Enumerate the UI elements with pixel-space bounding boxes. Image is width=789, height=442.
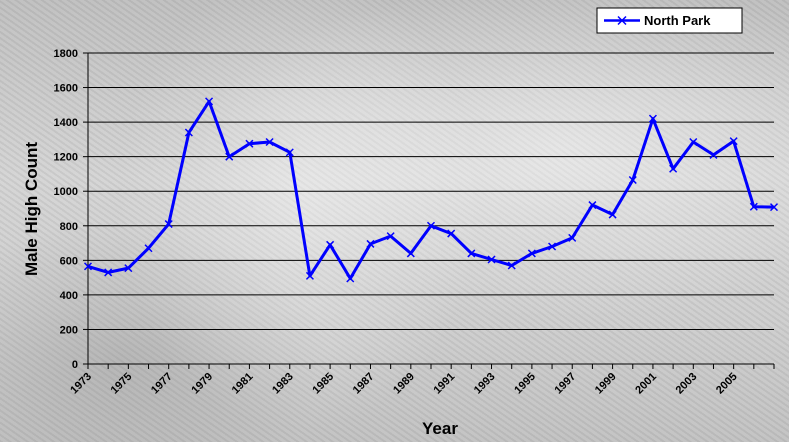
data-point-1996 — [548, 242, 557, 251]
data-point-1981 — [245, 139, 254, 148]
x-tick-label-1975: 1975 — [109, 371, 135, 397]
data-point-1987 — [366, 239, 375, 248]
y-tick-label-800: 800 — [60, 221, 78, 233]
data-point-1984 — [305, 271, 314, 280]
data-point-1977 — [164, 220, 173, 229]
y-tick-label-1000: 1000 — [54, 186, 78, 198]
y-tick-label-1800: 1800 — [54, 48, 78, 60]
data-point-2001 — [648, 114, 657, 123]
legend-label: North Park — [644, 13, 711, 28]
x-tick-label-1993: 1993 — [472, 371, 498, 397]
y-tick-label-200: 200 — [60, 324, 78, 336]
data-point-1978 — [184, 128, 193, 137]
y-tick-label-1200: 1200 — [54, 152, 78, 164]
data-point-1999 — [608, 210, 617, 219]
x-tick-label-1989: 1989 — [391, 371, 417, 397]
data-point-1983 — [285, 148, 294, 157]
x-tick-label-1985: 1985 — [310, 371, 336, 397]
data-point-1993 — [487, 255, 496, 264]
data-point-2003 — [689, 137, 698, 147]
y-tick-label-400: 400 — [60, 290, 78, 302]
data-point-2002 — [669, 164, 678, 173]
gridlines — [88, 52, 774, 330]
axes — [83, 52, 775, 369]
legend-marker — [617, 15, 627, 26]
data-point-1973 — [83, 262, 93, 271]
data-point-1979 — [205, 97, 214, 106]
x-tick-labels: 1973 1975 1977 1979 1981 1983 1985 1987 1989 1991… — [68, 371, 739, 397]
x-tick-label-1999: 1999 — [593, 371, 619, 397]
data-point-1980 — [225, 152, 234, 161]
x-tick-label-1987: 1987 — [351, 371, 377, 397]
data-point-2006 — [749, 202, 758, 211]
x-tick-label-2003: 2003 — [674, 371, 700, 397]
data-point-1990 — [426, 221, 436, 230]
data-point-1991 — [447, 229, 456, 238]
series-line-north-park — [87, 99, 775, 280]
data-point-2007 — [769, 203, 779, 212]
x-tick-label-2005: 2005 — [714, 371, 740, 397]
x-tick-label-1983: 1983 — [270, 371, 296, 397]
data-point-1982 — [265, 137, 274, 147]
x-tick-label-1981: 1981 — [230, 371, 256, 397]
y-tick-label-1600: 1600 — [54, 83, 78, 95]
series-layer — [83, 97, 779, 283]
data-point-1974 — [104, 268, 113, 277]
y-axis-title: Male High Count — [22, 142, 41, 276]
x-tick-label-1991: 1991 — [431, 371, 457, 397]
data-point-2000 — [628, 175, 637, 185]
data-point-1995 — [527, 249, 536, 258]
x-tick-label-1997: 1997 — [553, 371, 579, 397]
data-point-2004 — [709, 150, 718, 159]
data-point-1986 — [346, 274, 355, 283]
x-axis-title: Year — [422, 419, 458, 438]
data-point-2005 — [729, 137, 738, 146]
y-tick-label-0: 0 — [72, 359, 78, 371]
y-tick-labels: 0 200 400 600 800 1000 1200 1400 1600 1800 — [54, 48, 78, 371]
x-tick-label-2001: 2001 — [633, 371, 659, 397]
data-point-1988 — [386, 232, 395, 241]
data-point-1989 — [406, 249, 415, 258]
data-point-1992 — [467, 249, 476, 258]
data-point-1997 — [568, 233, 577, 242]
y-tick-label-1400: 1400 — [54, 117, 78, 129]
data-point-1985 — [326, 240, 335, 249]
data-point-1998 — [588, 201, 597, 210]
data-point-1976 — [144, 244, 153, 253]
x-tick-label-1977: 1977 — [149, 371, 175, 397]
x-tick-label-1973: 1973 — [68, 371, 94, 397]
data-point-1994 — [507, 261, 516, 270]
x-tick-label-1995: 1995 — [512, 371, 538, 397]
legend: North Park — [596, 7, 743, 34]
y-tick-label-600: 600 — [60, 255, 78, 267]
x-tick-label-1979: 1979 — [189, 371, 215, 397]
data-point-1975 — [124, 264, 133, 273]
